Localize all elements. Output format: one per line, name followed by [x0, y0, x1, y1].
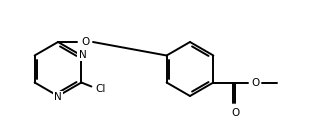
Text: N: N: [54, 92, 62, 102]
Text: Cl: Cl: [95, 83, 106, 94]
Text: O: O: [81, 37, 89, 47]
Text: O: O: [231, 108, 239, 117]
Text: O: O: [251, 78, 260, 87]
Text: N: N: [78, 50, 86, 59]
